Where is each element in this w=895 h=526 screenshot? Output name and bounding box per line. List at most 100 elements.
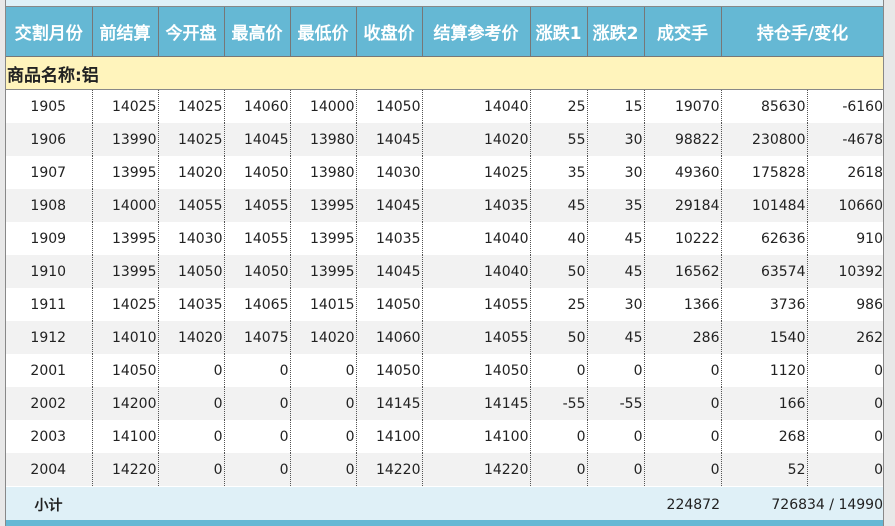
cell-prev-settle: 14010 <box>92 321 159 354</box>
column-header-change2[interactable]: 涨跌2 <box>587 7 645 57</box>
cell-open-interest: 1540 <box>721 321 808 354</box>
cell-high: 14075 <box>224 321 291 354</box>
cell-month: 2001 <box>6 354 93 387</box>
column-header-month[interactable]: 交割月份 <box>6 7 93 57</box>
cell-low: 14020 <box>290 321 357 354</box>
cell-change1: 50 <box>530 321 588 354</box>
cell-open-interest: 175828 <box>721 156 808 189</box>
cell-change1: -55 <box>530 387 588 420</box>
cell-prev-settle: 13995 <box>92 156 159 189</box>
bottom-strip <box>6 520 883 526</box>
column-header-change1[interactable]: 涨跌1 <box>530 7 588 57</box>
cell-settle-ref: 14040 <box>422 222 531 255</box>
cell-open-interest: 85630 <box>721 89 808 123</box>
table-row: 1909 13995 14030 14055 13995 14035 14040 40 45 10… <box>6 222 883 255</box>
cell-volume: 16562 <box>644 255 722 288</box>
cell-high: 14065 <box>224 288 291 321</box>
cell-close: 14060 <box>356 321 423 354</box>
cell-prev-settle: 13990 <box>92 123 159 156</box>
cell-change1: 50 <box>530 255 588 288</box>
cell-change2: -55 <box>587 387 645 420</box>
subtotal-label: 小计 <box>6 486 92 522</box>
cell-high: 0 <box>224 420 291 453</box>
column-header-open[interactable]: 今开盘 <box>158 7 225 57</box>
cell-change2: 0 <box>587 354 645 387</box>
cell-settle-ref: 14020 <box>422 123 531 156</box>
cell-settle-ref: 14050 <box>422 354 531 387</box>
cell-volume: 0 <box>644 453 722 487</box>
cell-low: 13980 <box>290 156 357 189</box>
cell-oi-change: 0 <box>807 453 883 487</box>
cell-volume: 0 <box>644 420 722 453</box>
section-row: 商品名称:铝 <box>6 56 883 90</box>
cell-high: 14045 <box>224 123 291 156</box>
cell-change1: 25 <box>530 288 588 321</box>
cell-low: 0 <box>290 453 357 487</box>
table-row: 2002 14200 0 0 0 14145 14145 -55 -55 0 166 0 <box>6 387 883 420</box>
cell-high: 0 <box>224 453 291 487</box>
cell-volume: 286 <box>644 321 722 354</box>
cell-open-interest: 62636 <box>721 222 808 255</box>
cell-prev-settle: 14050 <box>92 354 159 387</box>
cell-change2: 45 <box>587 321 645 354</box>
cell-open-interest: 1120 <box>721 354 808 387</box>
cell-month: 1907 <box>6 156 93 189</box>
subtotal-open-interest: 726834 / 14990 <box>721 486 883 522</box>
cell-change1: 55 <box>530 123 588 156</box>
subtotal-spacer <box>92 486 644 522</box>
cell-settle-ref: 14220 <box>422 453 531 487</box>
table-row: 2003 14100 0 0 0 14100 14100 0 0 0 268 0 <box>6 420 883 453</box>
column-header-volume[interactable]: 成交手 <box>644 7 722 57</box>
cell-prev-settle: 14025 <box>92 89 159 123</box>
cell-high: 14055 <box>224 189 291 222</box>
cell-open: 14020 <box>158 156 225 189</box>
cell-change2: 15 <box>587 89 645 123</box>
cell-open: 14025 <box>158 89 225 123</box>
cell-change1: 25 <box>530 89 588 123</box>
cell-month: 2002 <box>6 387 93 420</box>
futures-table-panel: 交割月份 前结算 今开盘 最高价 最低价 收盘价 结算参考价 涨跌1 涨跌2 成交手 持仓手/变化 … <box>5 0 884 526</box>
cell-month: 1909 <box>6 222 93 255</box>
cell-change1: 40 <box>530 222 588 255</box>
cell-change2: 45 <box>587 222 645 255</box>
cell-low: 14015 <box>290 288 357 321</box>
cell-high: 14060 <box>224 89 291 123</box>
column-header-settle-ref[interactable]: 结算参考价 <box>422 7 531 57</box>
cell-high: 14055 <box>224 222 291 255</box>
cell-settle-ref: 14145 <box>422 387 531 420</box>
cell-high: 14050 <box>224 156 291 189</box>
cell-prev-settle: 14000 <box>92 189 159 222</box>
cell-volume: 19070 <box>644 89 722 123</box>
column-header-prev-settle[interactable]: 前结算 <box>92 7 159 57</box>
cell-month: 1908 <box>6 189 93 222</box>
cell-low: 14000 <box>290 89 357 123</box>
cell-close: 14045 <box>356 189 423 222</box>
cell-close: 14035 <box>356 222 423 255</box>
cell-month: 1906 <box>6 123 93 156</box>
cell-close: 14045 <box>356 123 423 156</box>
cell-oi-change: 2618 <box>847 164 883 181</box>
cell-volume: 29184 <box>644 189 722 222</box>
column-header-open-interest[interactable]: 持仓手/变化 <box>721 7 883 57</box>
cell-close: 14045 <box>356 255 423 288</box>
cell-open: 14025 <box>158 123 225 156</box>
cell-close: 14145 <box>356 387 423 420</box>
table-row: 1910 13995 14050 14050 13995 14045 14040 50 45 16… <box>6 255 883 288</box>
cell-prev-settle: 13995 <box>92 255 159 288</box>
cell-oi-change: 10660 <box>807 189 883 222</box>
column-header-low[interactable]: 最低价 <box>290 7 357 57</box>
cell-close: 14050 <box>356 288 423 321</box>
cell-change2: 35 <box>587 189 645 222</box>
cell-oi-change: -4678 <box>807 123 883 156</box>
cell-prev-settle: 13995 <box>92 222 159 255</box>
cell-volume: 98822 <box>644 123 722 156</box>
column-header-high[interactable]: 最高价 <box>224 7 291 57</box>
cell-change1: 0 <box>530 453 588 487</box>
column-header-close[interactable]: 收盘价 <box>356 7 423 57</box>
cell-low: 13995 <box>290 255 357 288</box>
cell-month: 2004 <box>6 453 93 487</box>
cell-low: 13980 <box>290 123 357 156</box>
cell-change1: 0 <box>530 420 588 453</box>
cell-oi-change: 0 <box>807 387 883 420</box>
table-row: 2001 14050 0 0 0 14050 14050 0 0 0 1120 0 <box>6 354 883 387</box>
